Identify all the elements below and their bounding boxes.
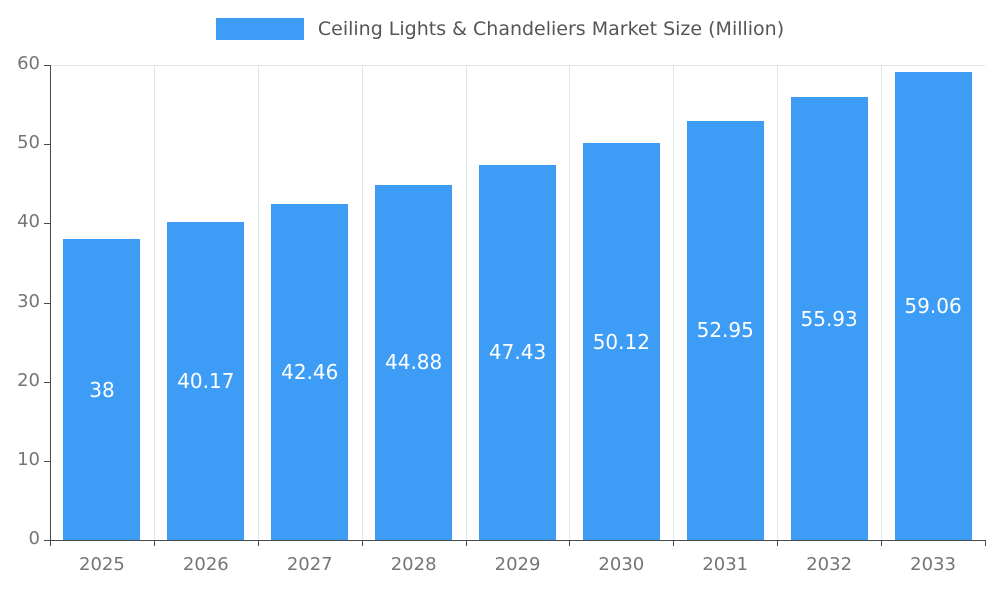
x-axis-tick-label: 2031 <box>702 554 749 575</box>
bar-2026[interactable] <box>167 222 245 540</box>
x-axis-tick-label: 2032 <box>806 554 853 575</box>
y-axis-tick <box>44 144 50 146</box>
x-axis-tick-label: 2026 <box>182 554 229 575</box>
x-axis-tick <box>881 541 883 546</box>
x-axis-tick <box>465 541 467 546</box>
vertical-gridline <box>777 65 779 540</box>
chart-legend[interactable]: Ceiling Lights & Chandeliers Market Size… <box>0 18 1000 40</box>
y-axis-tick-label: 20 <box>17 369 40 391</box>
x-axis-tick <box>153 541 155 546</box>
x-axis-tick-label: 2030 <box>598 554 645 575</box>
vertical-gridline <box>569 65 571 540</box>
x-axis-tick <box>257 541 259 546</box>
vertical-gridline <box>465 65 467 540</box>
y-axis-tick-label: 50 <box>17 132 40 154</box>
y-axis-tick <box>44 460 50 462</box>
bar-2031[interactable] <box>686 120 764 540</box>
vertical-gridline <box>361 65 363 540</box>
bar-2028[interactable] <box>375 184 453 540</box>
bar-2029[interactable] <box>479 164 556 540</box>
y-axis-tick <box>44 540 50 541</box>
y-axis-tick-label: 10 <box>17 448 40 470</box>
y-axis-tick-label: 30 <box>17 290 40 312</box>
x-axis-tick <box>569 541 571 546</box>
vertical-gridline <box>257 65 259 540</box>
y-axis-line <box>50 65 51 541</box>
bar-2025[interactable] <box>63 239 141 540</box>
bar-value-label: 40.17 <box>177 369 235 393</box>
bar-2027[interactable] <box>271 203 349 540</box>
vertical-gridline <box>673 65 675 540</box>
x-axis-tick-label: 2028 <box>390 554 437 575</box>
bar-2032[interactable] <box>790 97 868 540</box>
bar-2030[interactable] <box>582 143 660 540</box>
x-axis-line <box>50 540 986 541</box>
bar-value-label: 38 <box>89 377 115 402</box>
x-axis-tick-label: 2027 <box>286 554 333 575</box>
x-axis-tick-label: 2025 <box>79 554 125 575</box>
bar-value-label: 59.06 <box>904 294 962 319</box>
bar-value-label: 55.93 <box>800 306 858 331</box>
y-axis-tick <box>44 381 50 383</box>
y-axis-tick-label: 0 <box>28 528 40 549</box>
x-axis-tick-label: 2029 <box>494 554 541 575</box>
y-axis-tick-label: 60 <box>17 53 40 74</box>
chart-title: Ceiling Lights & Chandeliers Market Size… <box>317 18 785 40</box>
y-axis-tick <box>44 65 50 66</box>
bar-value-label: 42.46 <box>281 359 339 384</box>
vertical-gridline <box>881 65 883 540</box>
bar-value-label: 44.88 <box>385 350 443 375</box>
y-axis-tick <box>44 223 50 225</box>
legend-swatch <box>215 18 304 40</box>
y-axis-tick-label: 40 <box>17 211 40 233</box>
x-axis-tick-label: 2033 <box>910 554 956 575</box>
x-axis-tick <box>361 541 363 546</box>
y-axis-tick <box>44 302 50 304</box>
x-axis-tick <box>673 541 675 546</box>
x-axis-tick <box>777 541 779 546</box>
bar-value-label: 47.43 <box>488 340 547 365</box>
x-axis-tick <box>50 541 51 546</box>
bar-value-label: 50.12 <box>592 329 650 354</box>
horizontal-gridline-top <box>50 65 985 66</box>
bar-value-label: 52.95 <box>696 318 754 343</box>
vertical-gridline <box>153 65 155 540</box>
x-axis-tick <box>985 541 986 546</box>
bar-2033[interactable] <box>894 72 972 540</box>
